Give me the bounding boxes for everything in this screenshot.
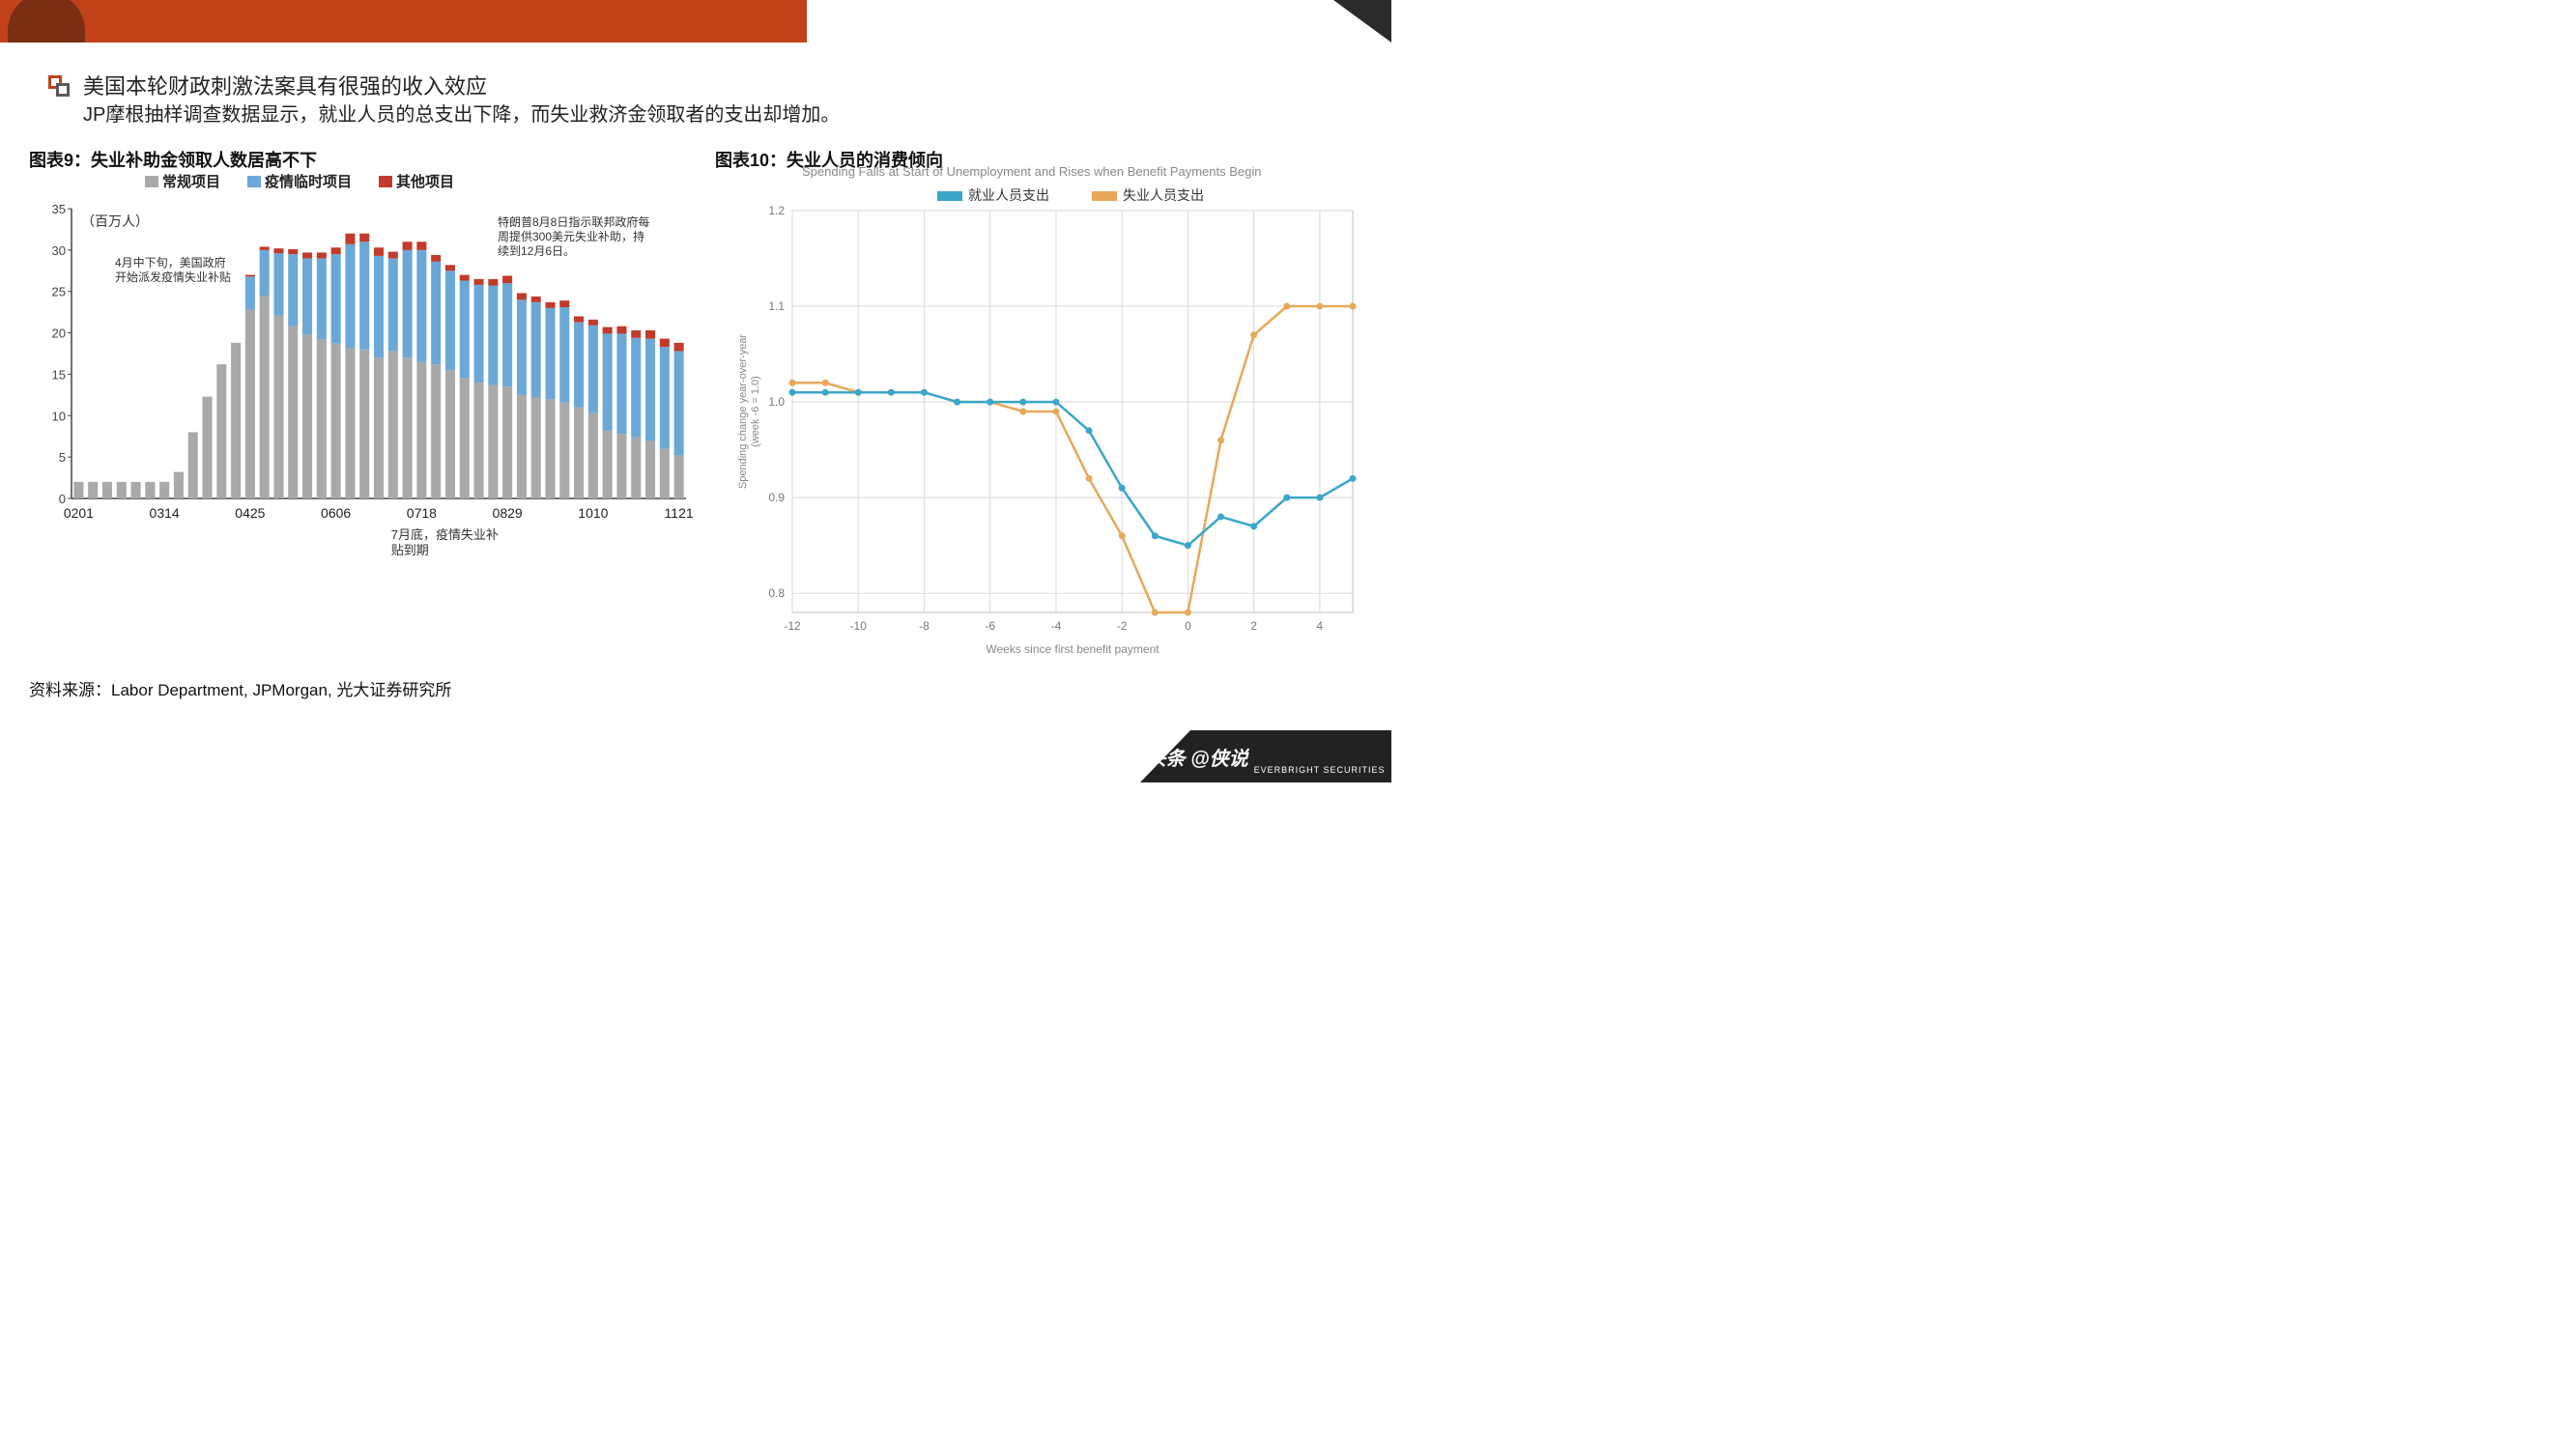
svg-text:4月中下旬，美国政府: 4月中下旬，美国政府 <box>115 255 226 270</box>
svg-text:1.2: 1.2 <box>768 204 785 217</box>
watermark-sub: EVERBRIGHT SECURITIES <box>1254 765 1386 775</box>
svg-text:0201: 0201 <box>64 505 94 521</box>
svg-text:特朗普8月8日指示联邦政府每: 特朗普8月8日指示联邦政府每 <box>498 214 649 229</box>
svg-text:疫情临时项目: 疫情临时项目 <box>265 173 352 190</box>
svg-text:失业人员支出: 失业人员支出 <box>1123 187 1204 203</box>
watermark-text: 头条 @侠说 <box>1147 743 1248 771</box>
svg-text:常规项目: 常规项目 <box>162 173 220 190</box>
svg-text:2: 2 <box>1250 619 1257 633</box>
svg-text:-8: -8 <box>919 619 930 633</box>
svg-text:35: 35 <box>52 202 66 216</box>
svg-text:0: 0 <box>59 492 66 506</box>
svg-text:Spending change year-over-year: Spending change year-over-year <box>737 334 749 490</box>
svg-text:（百万人）: （百万人） <box>81 213 149 229</box>
svg-text:0718: 0718 <box>407 505 437 521</box>
svg-text:1.1: 1.1 <box>768 299 785 313</box>
svg-text:其他项目: 其他项目 <box>396 173 454 190</box>
svg-text:0425: 0425 <box>235 505 265 521</box>
chart9-title: 图表9：失业补助金领取人数居高不下 <box>29 147 317 172</box>
svg-text:20: 20 <box>52 327 66 341</box>
svg-text:-4: -4 <box>1051 619 1062 633</box>
svg-text:0: 0 <box>1185 619 1191 633</box>
svg-text:-2: -2 <box>1117 619 1128 633</box>
svg-text:1121: 1121 <box>665 505 694 521</box>
svg-text:30: 30 <box>52 243 66 258</box>
svg-text:0.9: 0.9 <box>768 491 785 504</box>
svg-text:10: 10 <box>52 409 66 423</box>
chart9-bar-chart: 常规项目 疫情临时项目 其他项目 （百万人） 0 5 10 15 20 25 30 35 0201 031… <box>29 170 696 663</box>
page-subtitle: JP摩根抽样调查数据显示，就业人员的总支出下降，而失业救济金领取者的支出却增加。 <box>83 99 840 127</box>
svg-text:15: 15 <box>52 367 66 382</box>
svg-text:5: 5 <box>59 450 66 465</box>
svg-text:贴到期: 贴到期 <box>391 543 429 557</box>
svg-text:7月底，疫情失业补: 7月底，疫情失业补 <box>391 527 499 542</box>
svg-text:4: 4 <box>1317 619 1324 633</box>
svg-text:0.8: 0.8 <box>768 586 785 600</box>
svg-text:Weeks since first benefit paym: Weeks since first benefit payment <box>986 642 1159 656</box>
svg-text:Spending Falls at Start of Une: Spending Falls at Start of Unemployment … <box>802 164 1261 179</box>
bullet-icon <box>48 75 72 99</box>
svg-text:1010: 1010 <box>578 505 608 521</box>
svg-text:就业人员支出: 就业人员支出 <box>968 187 1049 203</box>
footer-logo: 头条 @侠说 EVERBRIGHT SECURITIES <box>1140 730 1391 782</box>
svg-text:-12: -12 <box>784 619 801 633</box>
svg-text:开始派发疫情失业补贴: 开始派发疫情失业补贴 <box>115 270 231 284</box>
svg-text:-6: -6 <box>985 619 995 633</box>
svg-text:0606: 0606 <box>321 505 351 521</box>
page-title: 美国本轮财政刺激法案具有很强的收入效应 <box>83 70 487 100</box>
svg-text:(week -6 = 1.0): (week -6 = 1.0) <box>750 376 761 447</box>
svg-text:25: 25 <box>52 285 66 299</box>
top-arch-deco <box>8 0 85 43</box>
top-wedge-deco <box>1333 0 1391 43</box>
svg-text:0829: 0829 <box>493 505 523 521</box>
svg-text:周提供300美元失业补助，持: 周提供300美元失业补助，持 <box>498 229 644 243</box>
chart10-line-chart: Spending Falls at Start of Unemployment … <box>715 158 1372 670</box>
svg-text:0314: 0314 <box>150 505 180 521</box>
top-banner <box>0 0 807 43</box>
svg-text:1.0: 1.0 <box>768 395 785 409</box>
svg-text:-10: -10 <box>850 619 868 633</box>
source-line: 资料来源：Labor Department, JPMorgan, 光大证券研究所 <box>29 676 451 700</box>
svg-text:续到12月6日。: 续到12月6日。 <box>498 244 575 258</box>
